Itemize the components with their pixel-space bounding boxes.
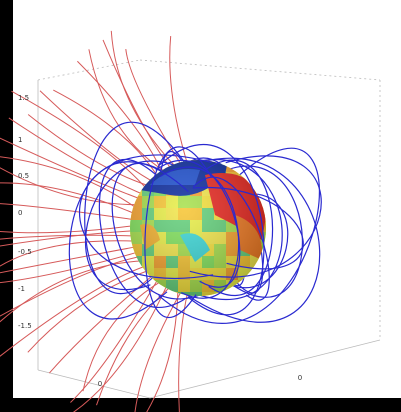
z-tick-label: 1.5 [18, 94, 29, 102]
bottom-border [0, 398, 401, 412]
z-tick-label: -0.5 [18, 248, 32, 256]
z-tick-label: 0.5 [18, 172, 29, 180]
z-tick-label: -1 [18, 285, 25, 293]
floor-tick-label: 0 [298, 374, 302, 382]
figure: 1.5 1 0.5 0 -0.5 -1 -1.5 0 0 [0, 0, 401, 412]
z-tick-label: 0 [18, 209, 22, 217]
floor-tick-label: 0 [98, 380, 102, 388]
z-tick-label: -1.5 [18, 322, 32, 330]
left-border [0, 0, 13, 412]
sphere-shade [130, 160, 266, 296]
z-tick-label: 1 [18, 136, 22, 144]
page: 1.510.50-0.5-1-1.500 (() => { const data… [0, 0, 401, 412]
